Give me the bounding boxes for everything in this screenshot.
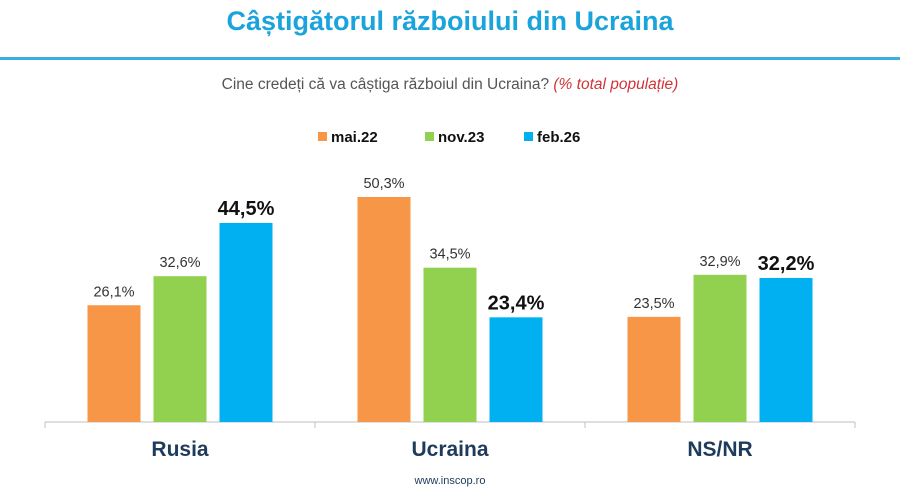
- legend-swatch: [524, 132, 533, 141]
- bar-mai.22-NS/NR: [627, 316, 681, 422]
- bar-nov.23-NS/NR: [693, 274, 747, 422]
- bar-feb.26-NS/NR: [759, 277, 813, 422]
- bar-feb.26-Ucraina: [489, 317, 543, 422]
- legend-swatch: [318, 132, 327, 141]
- legend-swatch: [425, 132, 434, 141]
- data-label: 23,5%: [633, 296, 674, 312]
- bar-mai.22-Ucraina: [357, 197, 411, 422]
- bar-nov.23-Rusia: [153, 276, 207, 422]
- data-label: 34,5%: [429, 247, 470, 263]
- data-label: 32,9%: [699, 254, 740, 270]
- data-label: 32,6%: [159, 255, 200, 271]
- chart-title: Câștigătorul războiului din Ucraina: [226, 6, 674, 36]
- legend-label: mai.22: [331, 129, 378, 146]
- legend-label: nov.23: [438, 129, 484, 146]
- data-label: 26,1%: [93, 284, 134, 300]
- footer-url: www.inscop.ro: [414, 475, 486, 487]
- title-divider: [0, 57, 900, 60]
- data-label: 23,4%: [488, 292, 545, 314]
- subtitle-note: (% total populație): [553, 76, 679, 93]
- category-label: Rusia: [151, 438, 209, 461]
- data-label: 44,5%: [218, 198, 275, 220]
- chart-subtitle: Cine credeți că va câștiga războiul din …: [0, 76, 900, 94]
- legend-label: feb.26: [537, 129, 580, 146]
- bar-feb.26-Rusia: [219, 222, 273, 422]
- bar-mai.22-Rusia: [87, 305, 141, 422]
- data-label: 50,3%: [363, 176, 404, 192]
- data-label: 32,2%: [758, 253, 815, 275]
- category-label: Ucraina: [411, 438, 488, 461]
- subtitle-question: Cine credeți că va câștiga războiul din …: [221, 76, 550, 93]
- category-label: NS/NR: [687, 438, 752, 461]
- bar-nov.23-Ucraina: [423, 267, 477, 422]
